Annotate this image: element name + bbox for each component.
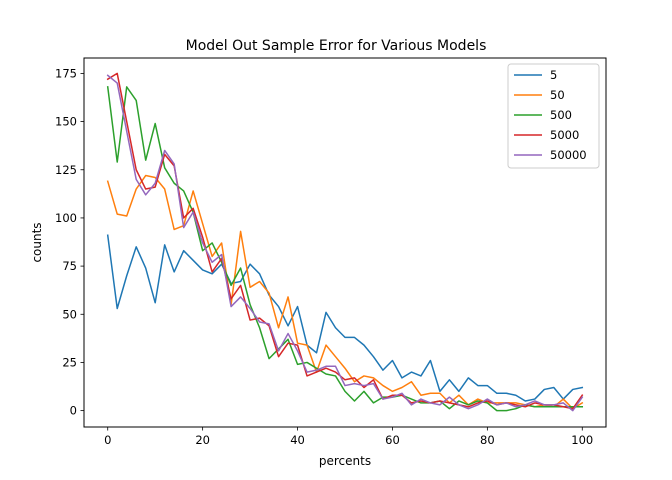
y-tick-label: 100 <box>55 211 77 225</box>
x-tick-label: 100 <box>571 433 593 447</box>
y-tick-label: 50 <box>62 307 77 321</box>
x-tick-label: 40 <box>290 433 305 447</box>
y-axis-ticks: 0 25 50 75 100 125 150 175 <box>55 66 84 418</box>
x-tick-label: 80 <box>480 433 495 447</box>
y-axis-label: counts <box>30 222 44 262</box>
legend-label: 5 <box>550 68 557 82</box>
legend: 5 50 500 5000 50000 <box>507 63 600 169</box>
legend-box <box>507 63 600 169</box>
legend-label: 50 <box>550 88 565 102</box>
x-axis-label: percents <box>319 454 371 468</box>
legend-label: 500 <box>550 108 572 122</box>
y-tick-label: 25 <box>62 355 77 369</box>
x-tick-label: 60 <box>385 433 400 447</box>
y-tick-label: 150 <box>55 115 77 129</box>
plot-frame <box>83 57 607 428</box>
series-layer <box>106 72 584 412</box>
y-tick-label: 0 <box>70 404 77 418</box>
x-tick-label: 20 <box>195 433 210 447</box>
series-line-50000 <box>106 74 584 412</box>
x-axis-ticks: 0 20 40 60 80 100 <box>104 427 593 447</box>
y-tick-label: 75 <box>62 259 77 273</box>
series-line-500 <box>106 86 584 412</box>
legend-label: 5000 <box>550 128 579 142</box>
y-tick-label: 125 <box>55 163 77 177</box>
y-tick-label: 175 <box>55 66 77 80</box>
series-line-5 <box>106 234 584 402</box>
legend-label: 50000 <box>550 148 587 162</box>
x-tick-label: 0 <box>104 433 111 447</box>
chart-title: Model Out Sample Error for Various Model… <box>186 38 487 54</box>
